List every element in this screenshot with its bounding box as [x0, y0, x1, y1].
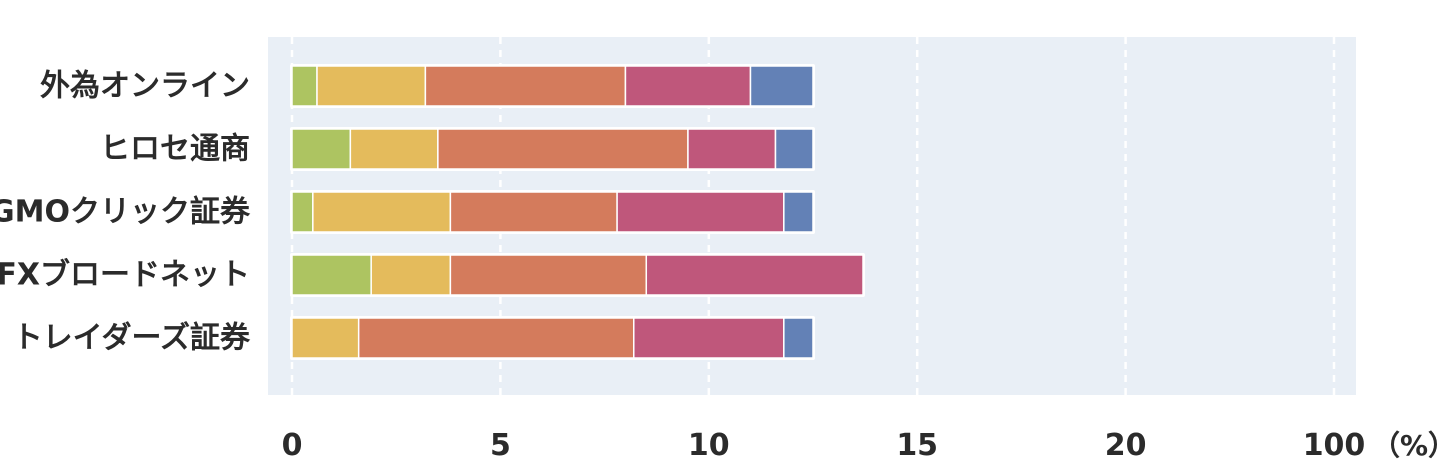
bars	[290, 64, 866, 360]
bar-segment	[633, 317, 785, 359]
category-label: 外為オンライン	[40, 69, 250, 104]
bar-segment	[291, 254, 372, 296]
bar-segment	[291, 191, 314, 233]
bar-segment	[645, 254, 864, 296]
category-label: GMOクリック証券	[0, 195, 251, 230]
bar-segment	[449, 254, 648, 296]
bar-segment	[370, 254, 452, 296]
bar-segment	[291, 65, 318, 107]
x-tick-label: 15	[896, 428, 938, 463]
bar-segment	[291, 317, 360, 359]
x-axis-unit: （%）	[1372, 429, 1440, 462]
bar-segment	[357, 317, 635, 359]
bar-segment	[316, 65, 427, 107]
category-label: トレイダーズ証券	[13, 321, 251, 356]
x-axis-ticks: 0 5 10 15 20 100	[282, 428, 1366, 463]
bar-segment	[783, 191, 814, 233]
x-tick-label: 10	[688, 428, 730, 463]
category-label: FXブロードネット	[0, 258, 250, 293]
bar-segment	[437, 128, 689, 170]
bar-segment	[616, 191, 785, 233]
x-tick-label: 20	[1105, 428, 1147, 463]
bar-segment	[687, 128, 777, 170]
bar-segment	[312, 191, 452, 233]
bar-segment	[449, 191, 618, 233]
x-tick-label: 5	[490, 428, 511, 463]
bar-segment	[291, 128, 352, 170]
x-tick-label: 100	[1303, 428, 1366, 463]
bar-segment	[349, 128, 439, 170]
bar-segment	[624, 65, 752, 107]
x-tick-label: 0	[282, 428, 303, 463]
bar-segment	[783, 317, 814, 359]
bar-segment	[749, 65, 814, 107]
bar-segment	[774, 128, 814, 170]
category-label: ヒロセ通商	[100, 132, 250, 167]
bar-segment	[424, 65, 627, 107]
